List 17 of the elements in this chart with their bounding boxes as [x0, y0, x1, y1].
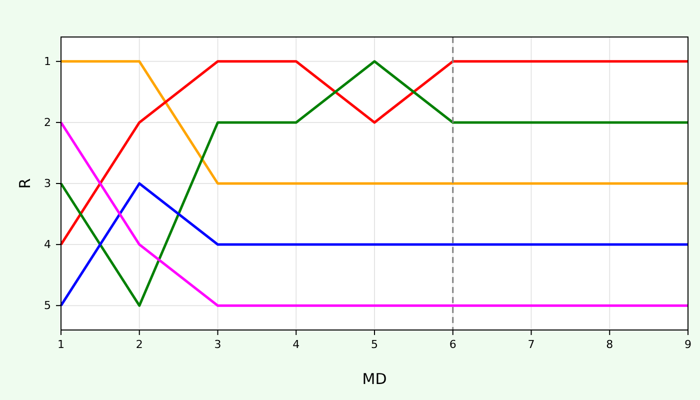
x-tick-label: 8 [606, 338, 614, 351]
y-tick-label: 2 [44, 116, 51, 129]
x-tick-label: 5 [371, 338, 378, 351]
x-tick-label: 9 [684, 338, 692, 351]
line-series [60, 60, 690, 307]
y-axis-title: R [16, 178, 34, 189]
y-tick-label: 5 [44, 299, 51, 312]
x-tick-label: 7 [528, 338, 535, 351]
x-axis-title: MD [362, 370, 387, 388]
x-tick-label: 2 [136, 338, 143, 351]
y-tick-label: 3 [44, 177, 51, 190]
x-tick-label: 6 [449, 338, 456, 351]
y-tick-label: 4 [44, 238, 51, 252]
x-tick-label: 3 [214, 338, 222, 351]
x-tick-label: 4 [292, 338, 300, 351]
y-tick-label: 1 [44, 54, 51, 68]
x-tick-label: 1 [58, 338, 64, 351]
